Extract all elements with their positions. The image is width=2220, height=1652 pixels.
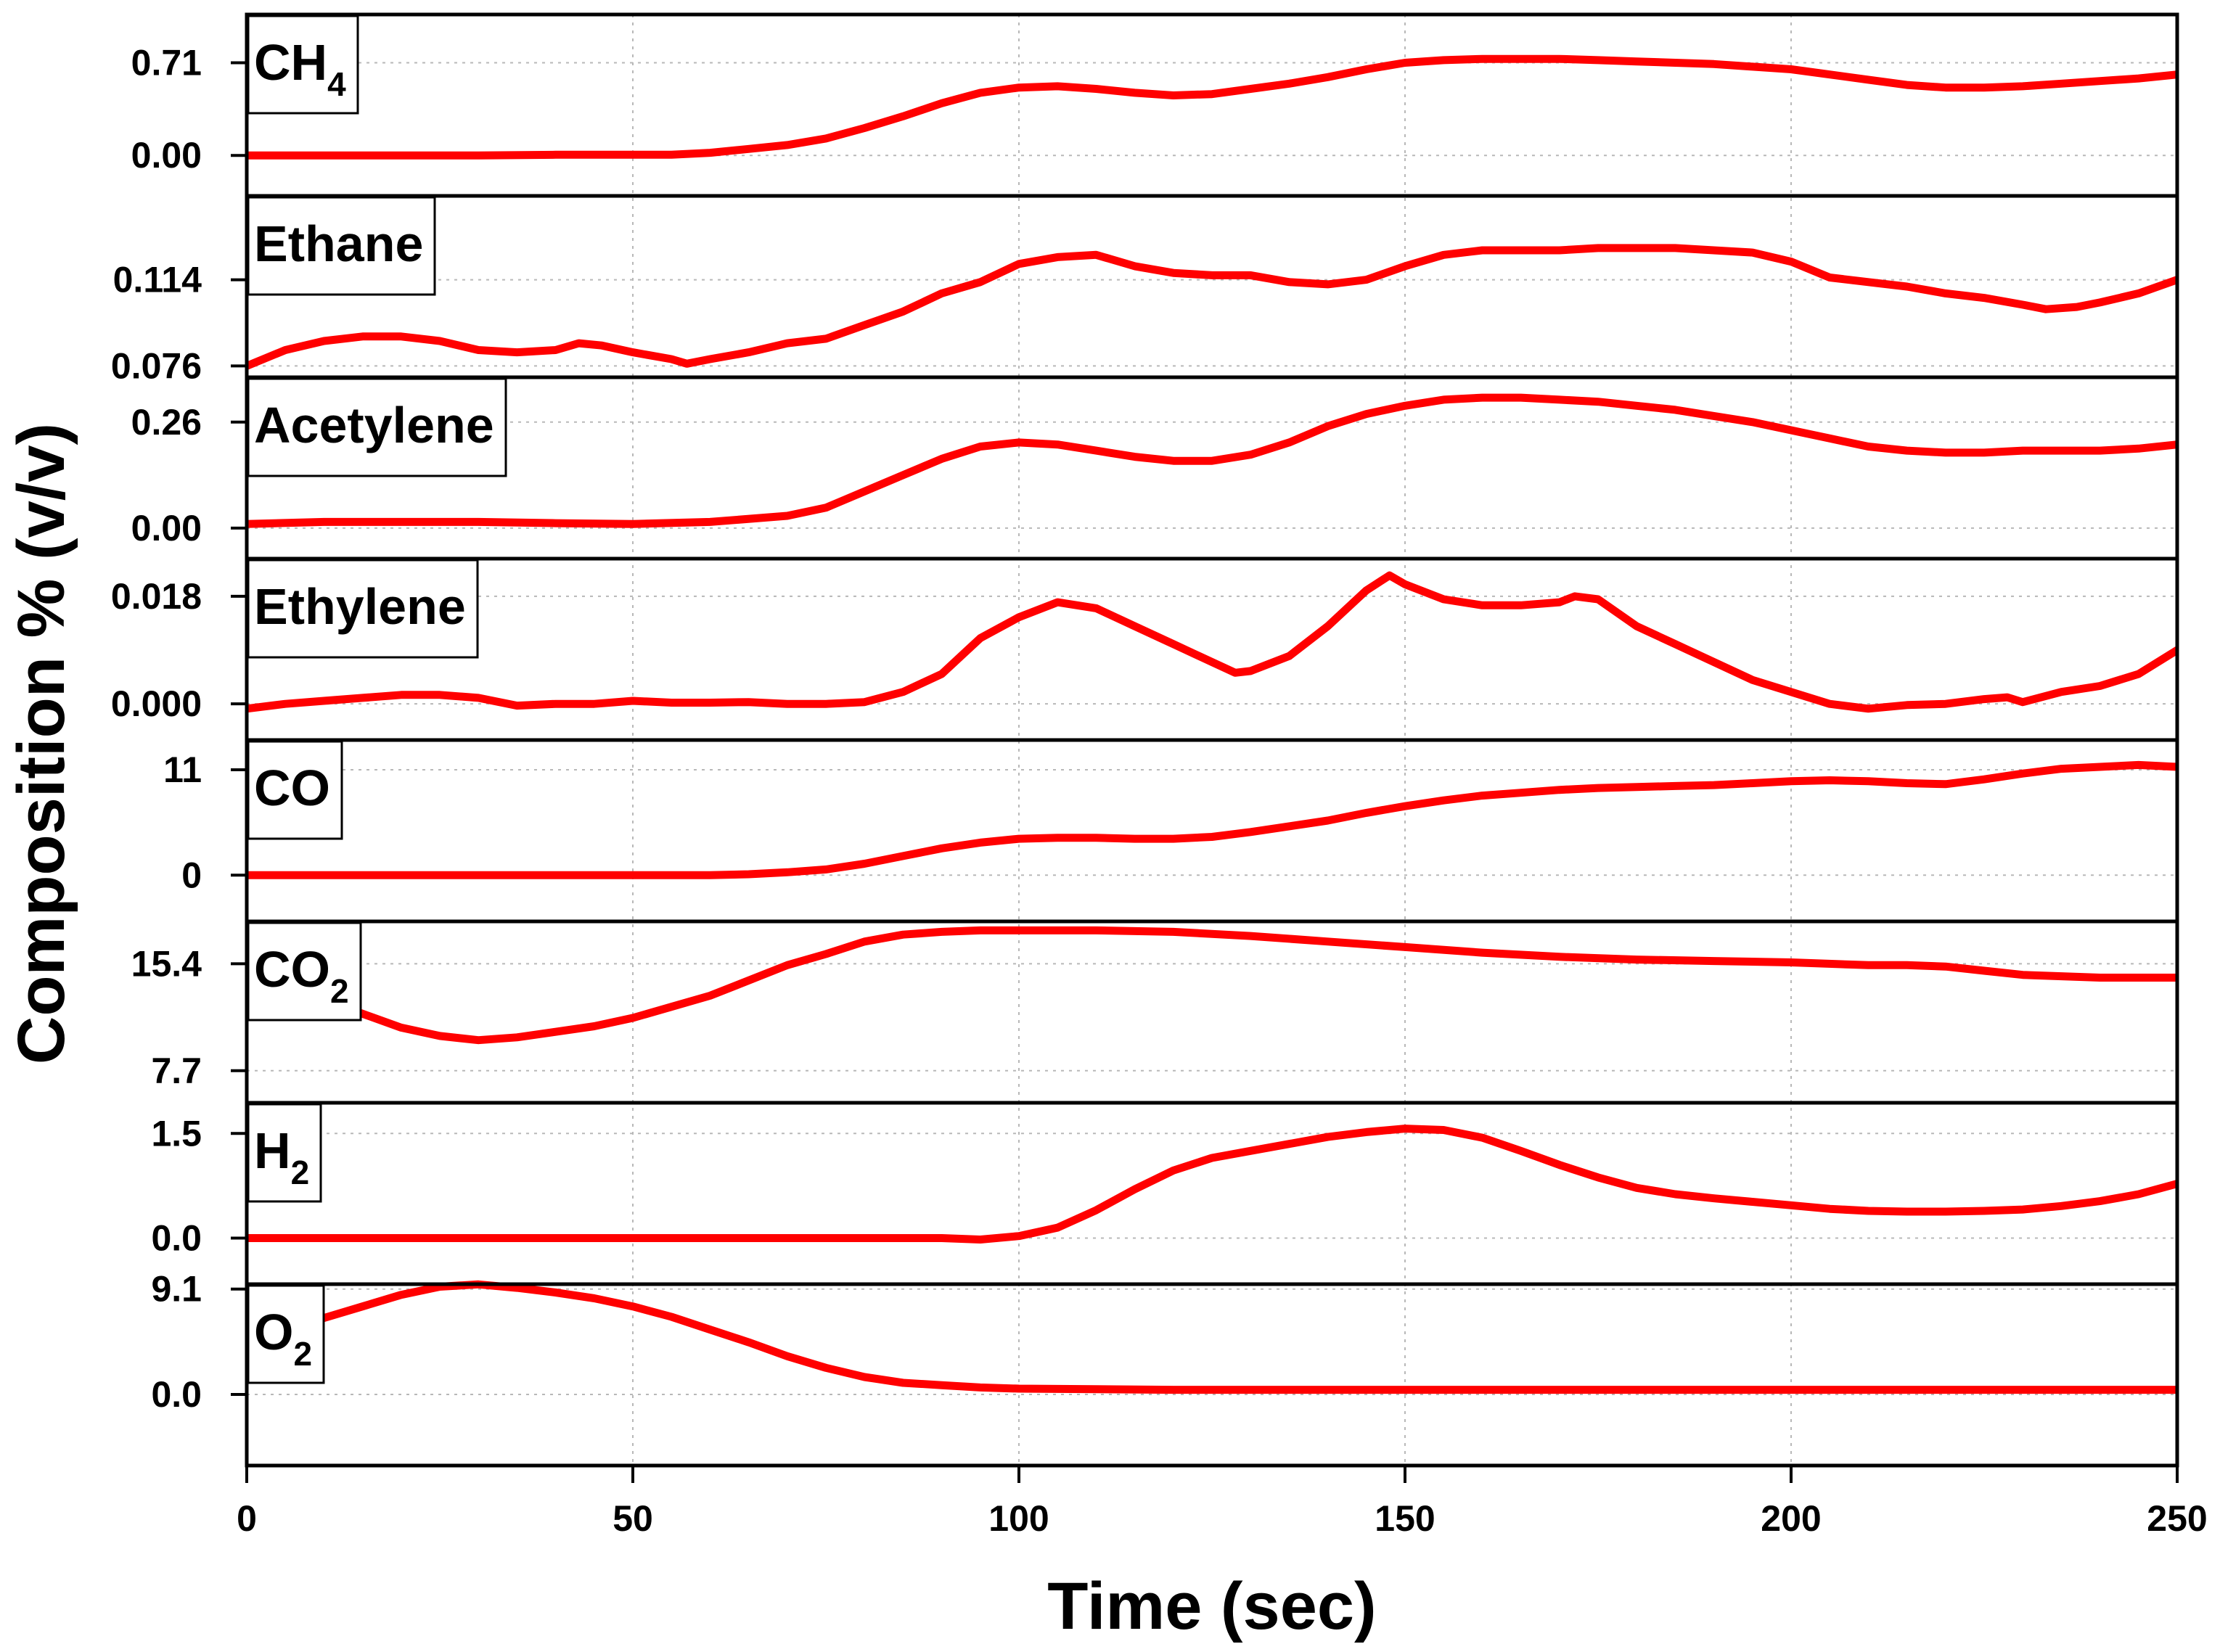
co-panel-label: CO [247, 740, 343, 840]
co-y-tick-label-1: 11 [163, 749, 202, 790]
co-y-tick-label-0: 0 [181, 855, 202, 895]
o2-panel-frame [245, 1282, 2179, 1468]
o2-y-tick-label-0: 0.0 [151, 1374, 202, 1415]
x-tick-label-0: 0 [237, 1498, 257, 1539]
h2-panel-label: H2 [247, 1103, 322, 1203]
co2-y-tick-label-0: 7.7 [151, 1051, 202, 1091]
ch4-y-tick-label-0: 0.00 [131, 135, 202, 176]
acetylene-series-line [247, 393, 2177, 528]
ch4-panel-frame [245, 12, 2179, 198]
co-panel-frame [245, 738, 2179, 924]
x-tick-label-3: 150 [1375, 1498, 1435, 1539]
ethylene-panel-frame [245, 556, 2179, 742]
ethane-panel-label-text: Ethane [254, 215, 423, 272]
co2-y-tick-label-1: 15.4 [131, 943, 202, 984]
acetylene-panel-label: Acetylene [247, 377, 507, 477]
ethane-panel-label-box [247, 196, 436, 296]
x-axis-title: Time (sec) [1047, 1569, 1376, 1643]
co2-panel-label-box [247, 921, 362, 1022]
co-series-line [247, 760, 2177, 879]
x-tick-label-1: 50 [613, 1498, 653, 1539]
ethane-panel-label: Ethane [247, 196, 436, 296]
ch4-panel-label: CH4 [247, 15, 359, 115]
co2-panel-frame [245, 919, 2179, 1105]
acetylene-panel-label-text: Acetylene [254, 397, 494, 453]
h2-y-tick-label-1: 1.5 [151, 1113, 202, 1154]
acetylene-panel-frame [245, 375, 2179, 561]
co-panel-label-box [247, 740, 343, 840]
ethylene-panel-label-box [247, 559, 479, 659]
ethylene-panel-label-text: Ethylene [254, 578, 466, 635]
y-axis-title: Composition % (v/v) [4, 423, 78, 1064]
data-layer [247, 54, 2177, 1394]
acetylene-y-tick-label-0: 0.00 [131, 508, 202, 548]
ethane-series-line [247, 244, 2177, 370]
acetylene-y-tick-label-1: 0.26 [131, 402, 202, 443]
o2-panel-label-subscript: 2 [293, 1335, 312, 1373]
o2-panel-label: O2 [247, 1284, 325, 1384]
co2-series-line [247, 926, 2177, 1045]
ch4-panel-label-box [247, 15, 359, 115]
ethylene-series-line [247, 571, 2177, 713]
x-tick-label-5: 250 [2147, 1498, 2207, 1539]
ethylene-y-tick-label-1: 0.018 [111, 576, 202, 617]
o2-series-line [247, 1280, 2177, 1394]
h2-panel-label-box [247, 1103, 322, 1203]
o2-panel-label-box [247, 1284, 325, 1384]
ethylene-y-tick-label-0: 0.000 [111, 683, 202, 724]
co-panel-label-text: CO [254, 760, 330, 816]
x-tick-label-2: 100 [988, 1498, 1049, 1539]
ch4-panel-label-subscript: 4 [327, 65, 346, 103]
co2-panel-label-subscript: 2 [330, 972, 349, 1010]
h2-series-line [247, 1125, 2177, 1244]
axes-layer: 0.000.710.0760.1140.000.260.0000.0180117… [111, 12, 2208, 1539]
panel-label-layer: CH4 Ethane Acetylene Ethylene CO CO2 H2 O2 [247, 15, 507, 1384]
h2-panel-frame [245, 1101, 2179, 1286]
ethane-y-tick-label-1: 0.114 [113, 260, 202, 300]
h2-y-tick-label-0: 0.0 [151, 1218, 202, 1259]
o2-y-tick-label-1: 9.1 [151, 1269, 202, 1310]
ch4-series-line [247, 54, 2177, 160]
ch4-y-tick-label-1: 0.71 [131, 43, 202, 83]
ethane-y-tick-label-0: 0.076 [111, 345, 202, 386]
x-tick-label-4: 200 [1761, 1498, 1821, 1539]
co2-panel-label: CO2 [247, 921, 362, 1022]
h2-panel-label-subscript: 2 [291, 1154, 310, 1191]
acetylene-panel-label-box [247, 377, 507, 477]
ethylene-panel-label: Ethylene [247, 559, 479, 659]
